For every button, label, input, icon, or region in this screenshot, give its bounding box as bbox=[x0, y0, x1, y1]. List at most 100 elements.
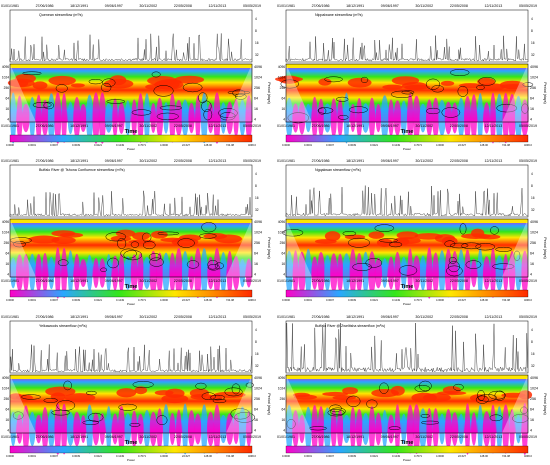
wavelet-significance-contour bbox=[88, 79, 103, 85]
wavelet-significance-contour bbox=[106, 99, 126, 104]
bottom-date-tick-label: 30/11/2002 bbox=[415, 124, 433, 128]
wavelet-low-frequency-band bbox=[286, 64, 528, 68]
top-date-tick-label: 01/01/1981 bbox=[277, 315, 295, 319]
period-tick-label-right: 4096 bbox=[254, 376, 262, 380]
wavelet-cycle-patch bbox=[432, 97, 440, 139]
wavelet-cycle-patch bbox=[137, 413, 144, 445]
wavelet-cycle-patch bbox=[457, 97, 465, 139]
bottom-date-tick-label: 05/05/2019 bbox=[243, 435, 261, 439]
wavelet-significance-contour bbox=[57, 259, 69, 266]
wavelet-significance-contour bbox=[148, 253, 161, 261]
chart-panel: 01/01/1981 27/06/1986 18/12/1991 09/06/1997… bbox=[277, 315, 547, 462]
wavelet-cycle-patch bbox=[382, 258, 388, 288]
streamflow-axis-tick-label: 8 bbox=[531, 29, 533, 33]
top-date-tick-label: 05/05/2019 bbox=[519, 315, 537, 319]
colorbar-tick-label: 0.0221 bbox=[94, 143, 102, 147]
wavelet-cycle-patch bbox=[426, 408, 433, 450]
wavelet-cycle-patch bbox=[226, 413, 234, 445]
wavelet-low-frequency-band bbox=[286, 219, 528, 223]
colorbar-tick-label: 0.0000 bbox=[282, 298, 290, 302]
wavelet-cycle-patch bbox=[451, 412, 459, 446]
colorbar-tick-label: 0.0007 bbox=[50, 298, 58, 302]
top-date-tick-label: 18/12/1991 bbox=[346, 315, 364, 319]
wavelet-cycle-patch bbox=[406, 404, 414, 454]
wavelet-high-power-region bbox=[396, 231, 419, 240]
colorbar-tick-label: 22.627 bbox=[458, 143, 466, 147]
wavelet-high-power-region bbox=[442, 386, 461, 395]
colorbar-tick-label: 724.08 bbox=[502, 298, 510, 302]
wavelet-cycle-patch bbox=[477, 404, 483, 454]
wavelet-significance-contour bbox=[234, 412, 255, 423]
wavelet-cycle-patch bbox=[292, 103, 299, 133]
wavelet-cycle-patch bbox=[118, 102, 125, 134]
wavelet-significance-contour bbox=[448, 256, 457, 264]
wavelet-cycle-patch bbox=[432, 252, 439, 294]
wavelet-significance-contour bbox=[317, 107, 334, 114]
streamflow-axis-tick-label: 32 bbox=[531, 53, 535, 57]
wavelet-low-frequency-band bbox=[10, 64, 252, 68]
wavelet-significance-contour bbox=[280, 79, 300, 89]
period-tick-label-left: 4 bbox=[7, 118, 9, 122]
colorbar-label: Power bbox=[403, 147, 411, 151]
wavelet-significance-contour bbox=[401, 90, 415, 95]
wavelet-cycle-patch bbox=[445, 408, 452, 450]
wavelet-significance-contour bbox=[118, 403, 137, 411]
wavelet-significance-contour bbox=[379, 382, 389, 394]
wavelet-significance-contour bbox=[465, 260, 482, 269]
wavelet-cycle-patch bbox=[67, 250, 74, 296]
wavelet-cycle-patch bbox=[407, 248, 413, 298]
wavelet-significance-contour bbox=[117, 237, 127, 250]
period-axis-label: Period (days) bbox=[267, 237, 271, 258]
wavelet-cycle-patch bbox=[156, 408, 163, 450]
period-tick-label-right: 256 bbox=[254, 86, 260, 90]
period-tick-label-left: 1024 bbox=[2, 387, 9, 391]
period-tick-label-right: 256 bbox=[254, 241, 260, 245]
colorbar-tick-label: 724.08 bbox=[226, 143, 234, 147]
wavelet-significance-contour bbox=[476, 84, 485, 90]
bottom-date-tick-label: 27/06/1986 bbox=[312, 435, 330, 439]
wavelet-cycle-patch bbox=[16, 414, 23, 444]
colorbar-tick-label: 0.0001 bbox=[28, 143, 36, 147]
wavelet-high-power-region bbox=[115, 229, 136, 238]
colorbar-label: Power bbox=[127, 147, 135, 151]
streamflow-plot-frame bbox=[285, 9, 529, 63]
wavelet-cycle-patch bbox=[362, 413, 370, 445]
top-date-tick-label: 05/05/2019 bbox=[519, 4, 537, 8]
chart-panel: 01/01/1981 27/06/1986 18/12/1991 09/06/1997… bbox=[274, 4, 547, 151]
cone-of-influence-left bbox=[10, 64, 36, 122]
period-tick-label-left: 256 bbox=[280, 86, 286, 90]
cone-of-influence-left bbox=[10, 219, 36, 277]
top-date-tick-label: 09/06/1997 bbox=[381, 159, 399, 163]
wavelet-cycle-patch bbox=[162, 403, 170, 455]
period-axis-label: Period (days) bbox=[543, 237, 547, 258]
wavelet-cycle-patch bbox=[412, 404, 421, 454]
period-tick-label-left: 1024 bbox=[278, 231, 285, 235]
wavelet-high-power-region bbox=[342, 387, 358, 395]
wavelet-cycle-patch bbox=[245, 258, 252, 288]
bottom-date-tick-label: 09/06/1997 bbox=[381, 279, 399, 283]
wavelet-significance-contour bbox=[475, 243, 496, 251]
wavelet-cycle-patch bbox=[356, 97, 363, 139]
wavelet-cycle-patch bbox=[80, 414, 86, 444]
period-tick-label-right: 16 bbox=[530, 262, 534, 266]
period-tick-label-left: 4096 bbox=[278, 376, 285, 380]
wavelet-high-power-region bbox=[109, 75, 127, 86]
wavelet-significance-contour bbox=[214, 262, 224, 270]
bottom-date-tick-label: 27/06/1986 bbox=[36, 124, 54, 128]
wavelet-significance-contour bbox=[88, 412, 104, 422]
wavelet-cycle-patch bbox=[343, 92, 350, 144]
wavelet-cycle-patch bbox=[61, 93, 67, 143]
wavelet-significance-contour bbox=[414, 384, 431, 393]
streamflow-axis-tick-label: 4 bbox=[531, 17, 533, 21]
wavelet-plot-frame bbox=[285, 63, 529, 123]
period-tick-label-left: 16 bbox=[5, 262, 9, 266]
wavelet-high-power-region bbox=[28, 235, 60, 244]
wavelet-high-power-region bbox=[314, 239, 337, 244]
wavelet-cycle-patch bbox=[99, 413, 106, 445]
wavelet-cycle-patch bbox=[419, 408, 427, 450]
wavelet-cycle-patch bbox=[195, 95, 201, 141]
wavelet-significance-contour bbox=[156, 415, 168, 426]
colorbar-tick-label: 4096.0 bbox=[248, 143, 256, 147]
wavelet-significance-contour bbox=[227, 90, 251, 95]
wavelet-cycle-patch bbox=[47, 409, 55, 449]
